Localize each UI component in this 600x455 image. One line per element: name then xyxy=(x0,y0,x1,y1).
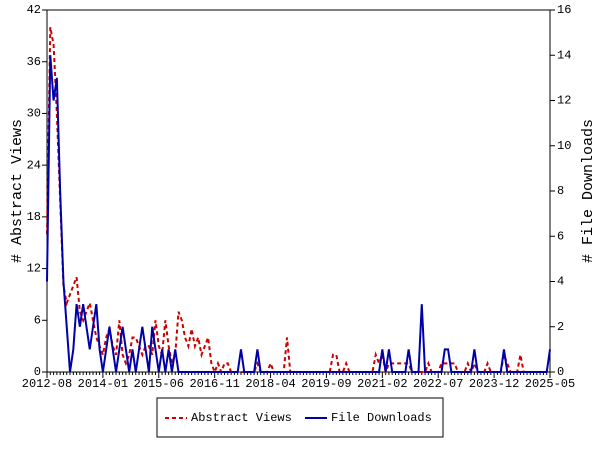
y2-tick-label: 4 xyxy=(557,275,564,289)
y2-tick-label: 12 xyxy=(557,94,571,108)
y2-tick-label: 8 xyxy=(557,184,564,198)
y2-tick-label: 10 xyxy=(557,139,571,153)
y-tick-label: 30 xyxy=(27,107,41,121)
x-tick-label: 2014-01 xyxy=(78,377,128,391)
y2-tick-label: 2 xyxy=(557,320,564,334)
x-tick-label: 2022-07 xyxy=(413,377,463,391)
y-tick-label: 42 xyxy=(27,3,41,17)
x-tick-label: 2019-09 xyxy=(301,377,351,391)
y-axis-label: # Abstract Views xyxy=(9,119,26,263)
y2-axis-label: # File Downloads xyxy=(580,119,597,263)
y2-tick-label: 6 xyxy=(557,229,564,243)
x-tick-label: 2021-02 xyxy=(357,377,407,391)
x-tick-label: 2012-08 xyxy=(22,377,72,391)
legend-box xyxy=(156,397,444,438)
y-tick-label: 24 xyxy=(27,158,41,172)
y2-tick-label: 16 xyxy=(557,3,571,17)
x-tick-label: 2018-04 xyxy=(245,377,295,391)
y-tick-label: 6 xyxy=(34,313,41,327)
y-tick-label: 36 xyxy=(27,55,41,69)
x-tick-label: 2023-12 xyxy=(469,377,519,391)
series-line xyxy=(46,55,551,373)
y-tick-label: 12 xyxy=(27,262,41,276)
y2-tick-label: 0 xyxy=(557,365,564,379)
y2-tick-label: 14 xyxy=(557,48,571,62)
x-tick-label: 2016-11 xyxy=(189,377,239,391)
series-line xyxy=(46,27,550,376)
plot-frame xyxy=(46,9,551,373)
x-tick-label: 2025-05 xyxy=(525,377,575,391)
x-tick-label: 2015-06 xyxy=(134,377,184,391)
y-tick-label: 0 xyxy=(34,365,41,379)
y-tick-label: 18 xyxy=(27,210,41,224)
legend-label: Abstract Views xyxy=(191,411,292,425)
legend-label: File Downloads xyxy=(331,411,432,425)
